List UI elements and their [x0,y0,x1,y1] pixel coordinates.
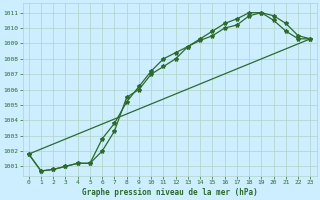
X-axis label: Graphe pression niveau de la mer (hPa): Graphe pression niveau de la mer (hPa) [82,188,258,197]
